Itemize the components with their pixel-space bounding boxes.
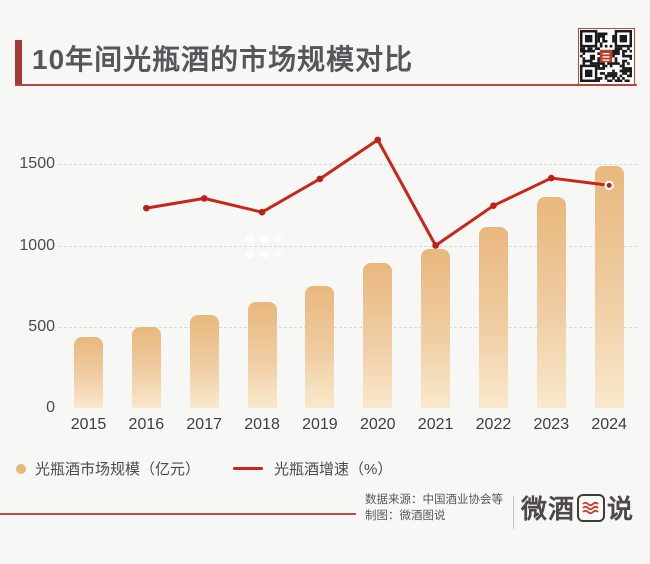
footer-divider-line <box>0 513 356 515</box>
bar-2017 <box>189 314 219 408</box>
growth-line-point <box>258 208 266 216</box>
watermark-dot <box>260 250 269 259</box>
x-axis-label-2023: 2023 <box>533 416 570 433</box>
x-axis-label-2017: 2017 <box>186 416 222 433</box>
header-divider-line <box>15 84 637 86</box>
x-axis-label-2016: 2016 <box>128 416 165 433</box>
watermark-dot <box>260 234 269 244</box>
bar-2022 <box>478 226 508 408</box>
bar-2018 <box>247 302 277 408</box>
legend-line-label: 光瓶酒增速（%） <box>274 461 393 478</box>
bar-2024 <box>594 165 624 408</box>
growth-line-point <box>200 195 208 202</box>
watermark-dot <box>289 250 298 259</box>
watermark-dot <box>274 234 283 244</box>
bar-2019 <box>305 286 335 408</box>
growth-line-point <box>143 204 150 212</box>
x-axis-label-2024: 2024 <box>591 416 627 433</box>
brand-logo-prefix: 微酒 <box>521 494 576 524</box>
bar-2015 <box>74 336 103 408</box>
bar-2016 <box>131 326 161 408</box>
brand-logo: 微酒 说 <box>521 489 634 526</box>
chart-legend: 光瓶酒市场规模（亿元） 光瓶酒增速（%） <box>16 458 392 479</box>
y-axis-tick-label: 0 <box>46 399 55 416</box>
qr-code-pattern <box>580 30 632 82</box>
legend-line-swatch <box>233 466 264 471</box>
legend-bar-swatch <box>16 463 26 474</box>
y-axis-tick-label: 1000 <box>19 236 55 254</box>
footer-vertical-divider <box>513 496 514 529</box>
bar-2020 <box>363 262 393 408</box>
watermark-dot <box>303 250 312 259</box>
growth-line-point <box>374 136 382 144</box>
watermark-dot <box>289 234 298 244</box>
x-axis-label-2019: 2019 <box>302 416 338 433</box>
brand-logo-suffix: 说 <box>607 494 635 524</box>
credit-text: 制图：微酒图说 <box>365 510 446 522</box>
bar-2023 <box>536 196 566 408</box>
page-title: 10年间光瓶酒的市场规模对比 <box>32 44 414 75</box>
watermark-dot <box>245 250 255 259</box>
chart-area: 0 500 1000 1500 2015 2016 2017 2018 2019 2020 202… <box>0 110 650 455</box>
x-axis-label-2021: 2021 <box>417 416 454 433</box>
source-block: 数据来源：中国酒业协会等 制图：微酒图说 <box>365 492 503 524</box>
x-axis-label-2022: 2022 <box>475 416 512 433</box>
watermark-dot <box>274 250 283 259</box>
legend-bar-label: 光瓶酒市场规模（亿元） <box>35 461 201 478</box>
watermark-dot <box>303 234 312 244</box>
y-axis-tick-label: 1500 <box>19 155 55 173</box>
x-axis-label-2015: 2015 <box>70 416 107 433</box>
x-axis-label-2018: 2018 <box>244 416 280 433</box>
growth-line-point <box>490 202 497 209</box>
growth-line-point <box>316 175 324 183</box>
x-axis-label-2020: 2020 <box>359 416 396 433</box>
data-source-text: 数据来源：中国酒业协会等 <box>365 494 503 506</box>
qr-code <box>578 28 635 85</box>
gridline-1500 <box>59 164 637 166</box>
growth-line-point <box>548 174 555 182</box>
brand-logo-wave-icon <box>577 493 606 522</box>
watermark-dot <box>245 234 255 244</box>
y-axis-tick-label: 500 <box>28 317 55 335</box>
gridline-500 <box>59 326 637 328</box>
title-accent-bar <box>15 40 22 84</box>
bar-2021 <box>421 248 451 408</box>
